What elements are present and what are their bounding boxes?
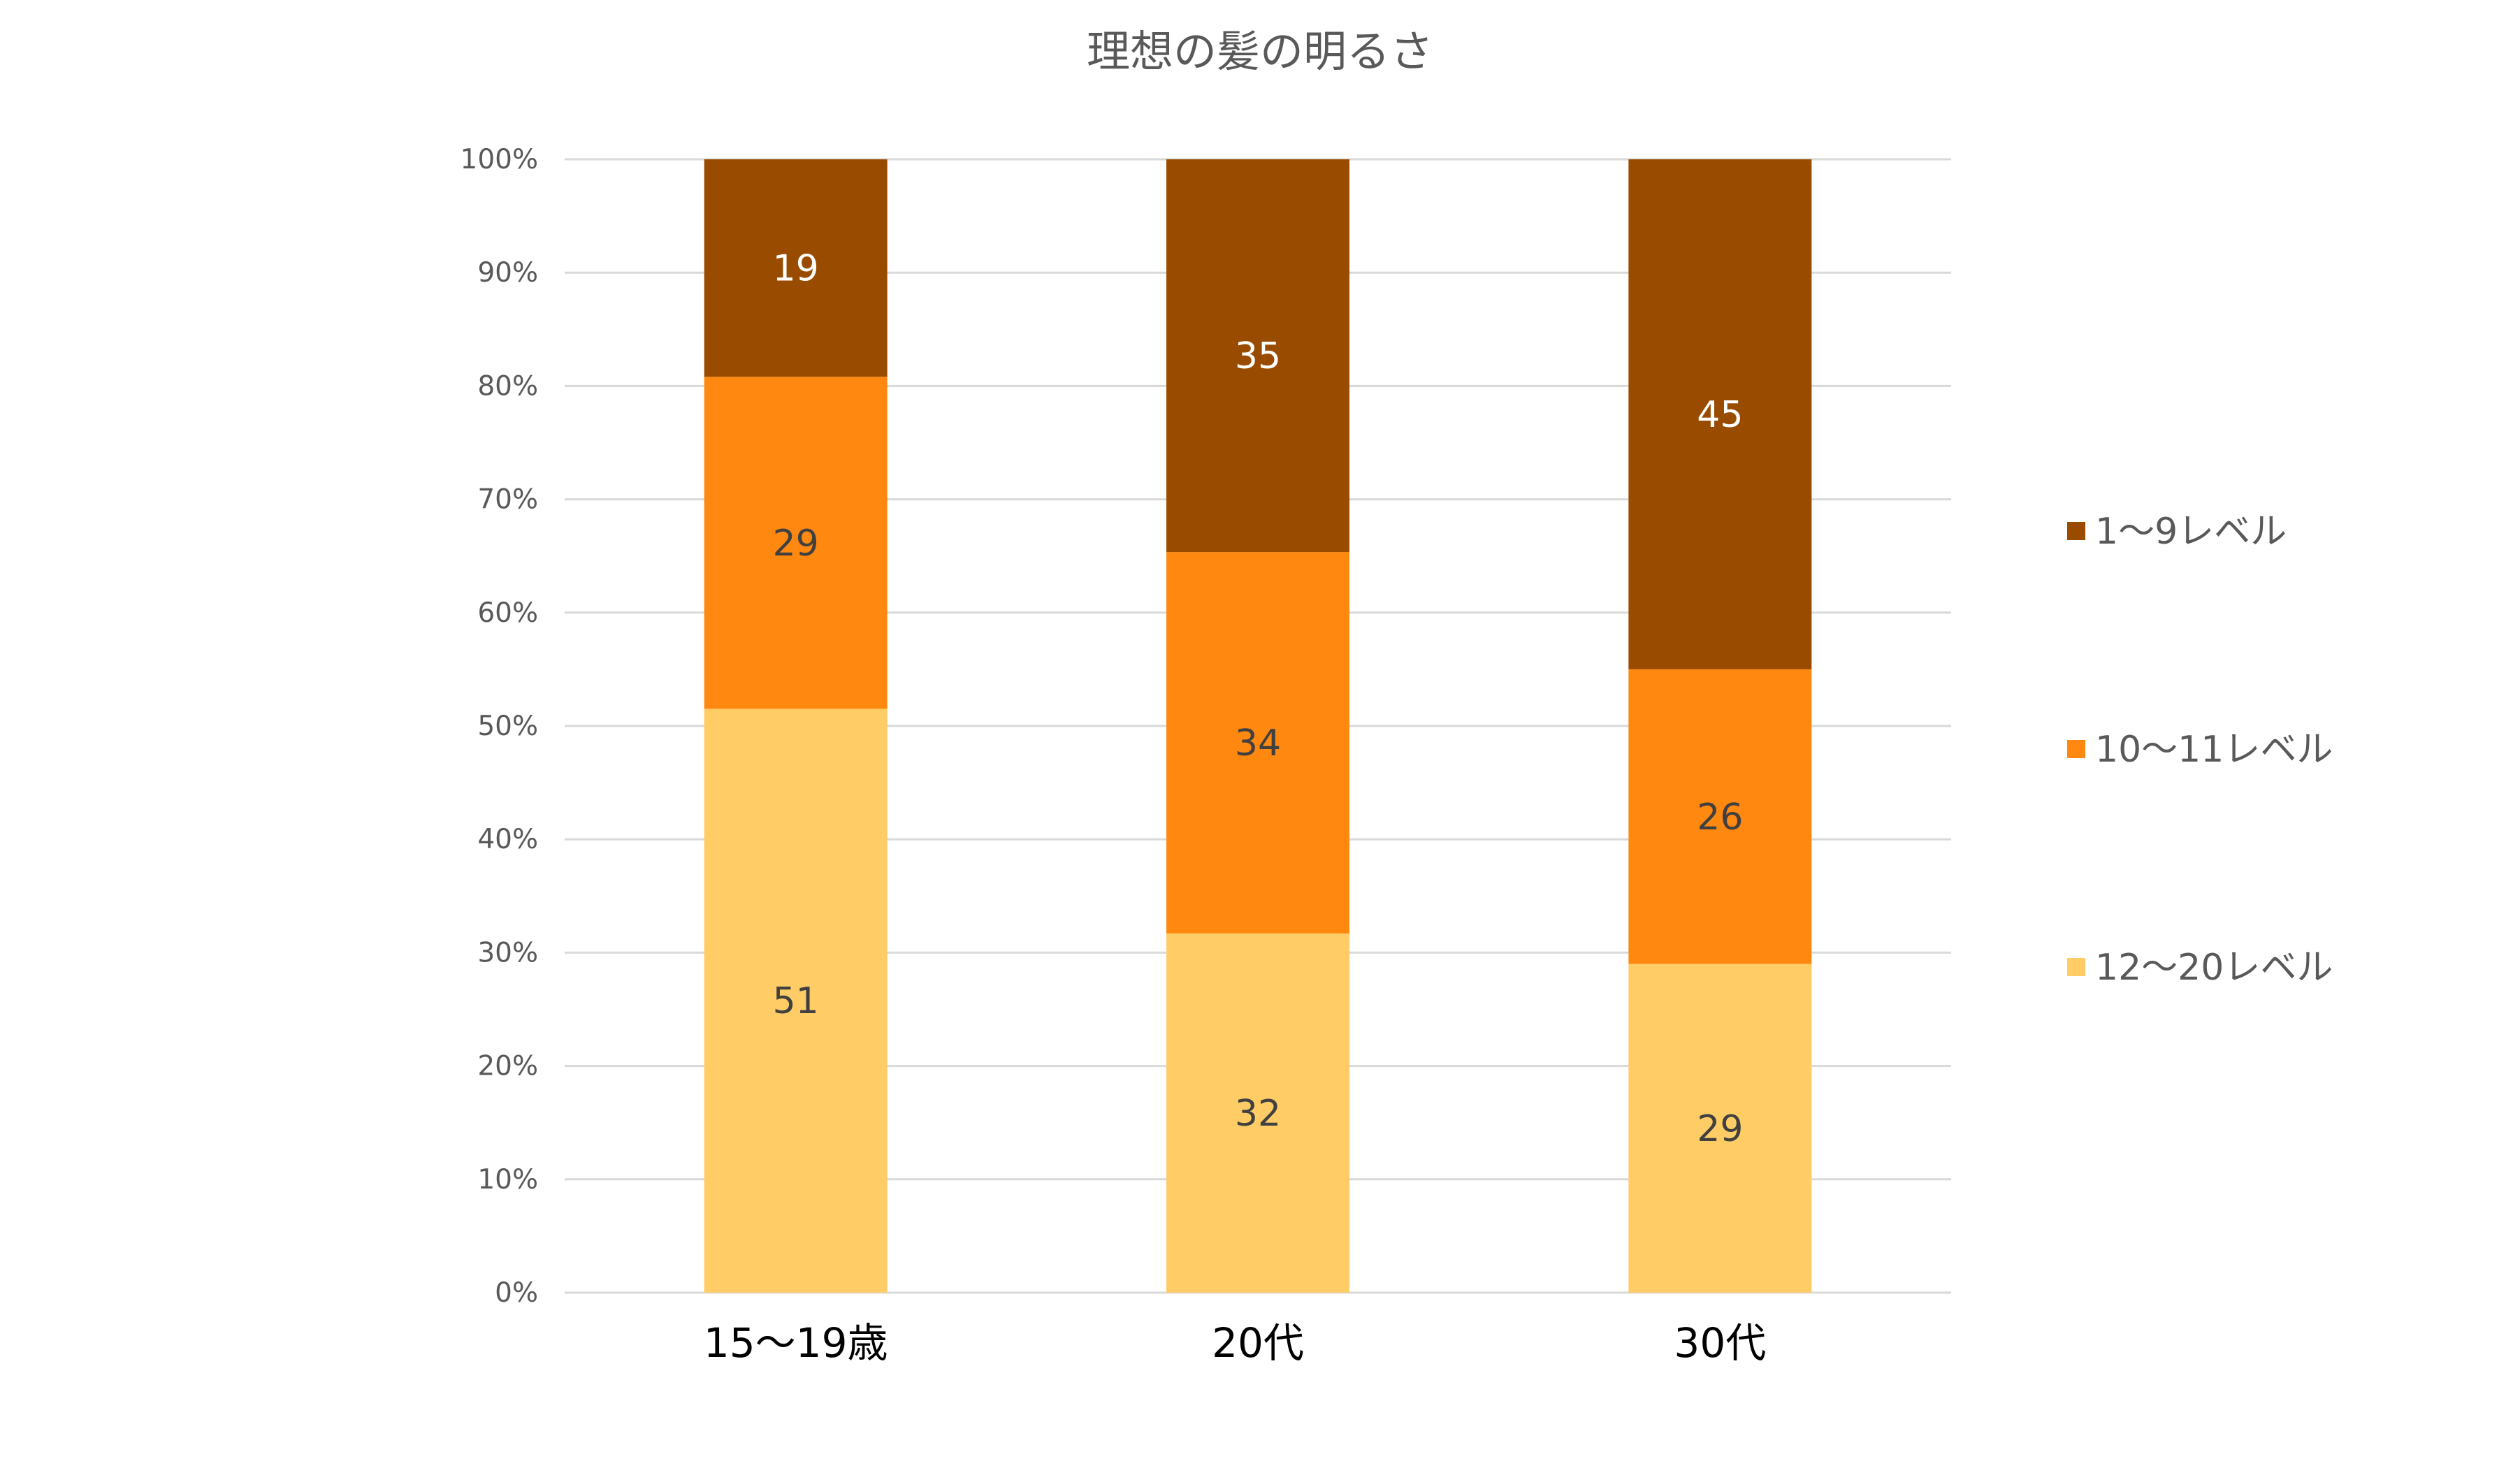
data-label: 26 — [1697, 797, 1743, 838]
bar-segment — [1166, 933, 1349, 1293]
x-category-label: 30代 — [1674, 1319, 1766, 1367]
data-label: 45 — [1697, 394, 1743, 436]
data-label: 34 — [1235, 722, 1281, 764]
y-tick-label: 90% — [477, 257, 538, 289]
x-category-label: 20代 — [1212, 1319, 1304, 1367]
y-axis-tick-labels: 0% 10% 20% 30% 40% 50% 60% 70% 80% 90% 100% — [461, 144, 539, 1309]
bar-segment — [1166, 552, 1349, 934]
data-label: 29 — [1697, 1108, 1743, 1150]
data-label: 29 — [773, 523, 819, 565]
x-axis-category-labels: 15～19歳 20代 30代 — [704, 1319, 1766, 1367]
bar-segment — [1166, 159, 1349, 553]
data-label: 51 — [773, 980, 819, 1022]
data-label: 32 — [1235, 1093, 1281, 1135]
legend-label: 12～20レベル — [2095, 947, 2333, 989]
y-tick-label: 0% — [495, 1277, 538, 1309]
bar-segment — [704, 377, 888, 709]
bar-segment — [1628, 159, 1812, 669]
data-label: 19 — [773, 248, 819, 290]
y-tick-label: 50% — [477, 711, 538, 742]
legend-label: 10～11レベル — [2095, 729, 2333, 771]
y-tick-label: 100% — [461, 144, 539, 175]
chart-title: 理想の髪の明るさ — [1087, 26, 1433, 77]
bar-segment — [1628, 669, 1812, 964]
y-tick-label: 20% — [477, 1051, 538, 1082]
legend-swatch — [2067, 740, 2085, 758]
y-tick-label: 10% — [477, 1164, 538, 1196]
bar-segment — [704, 159, 888, 377]
y-tick-label: 70% — [477, 484, 538, 516]
legend: 1～9レベル 10～11レベル 12～20レベル — [2067, 511, 2333, 989]
y-tick-label: 80% — [477, 370, 538, 402]
y-tick-label: 30% — [477, 937, 538, 968]
legend-swatch — [2067, 958, 2085, 976]
bars — [704, 159, 1812, 1293]
data-labels: 51 29 19 32 34 35 29 26 45 — [773, 248, 1744, 1150]
y-tick-label: 60% — [477, 597, 538, 629]
bar-segment — [704, 708, 888, 1293]
data-label: 35 — [1235, 335, 1281, 377]
legend-label: 1～9レベル — [2095, 511, 2287, 553]
y-tick-label: 40% — [477, 824, 538, 855]
bar-segment — [1628, 964, 1812, 1293]
legend-swatch — [2067, 522, 2085, 540]
x-category-label: 15～19歳 — [704, 1319, 888, 1367]
